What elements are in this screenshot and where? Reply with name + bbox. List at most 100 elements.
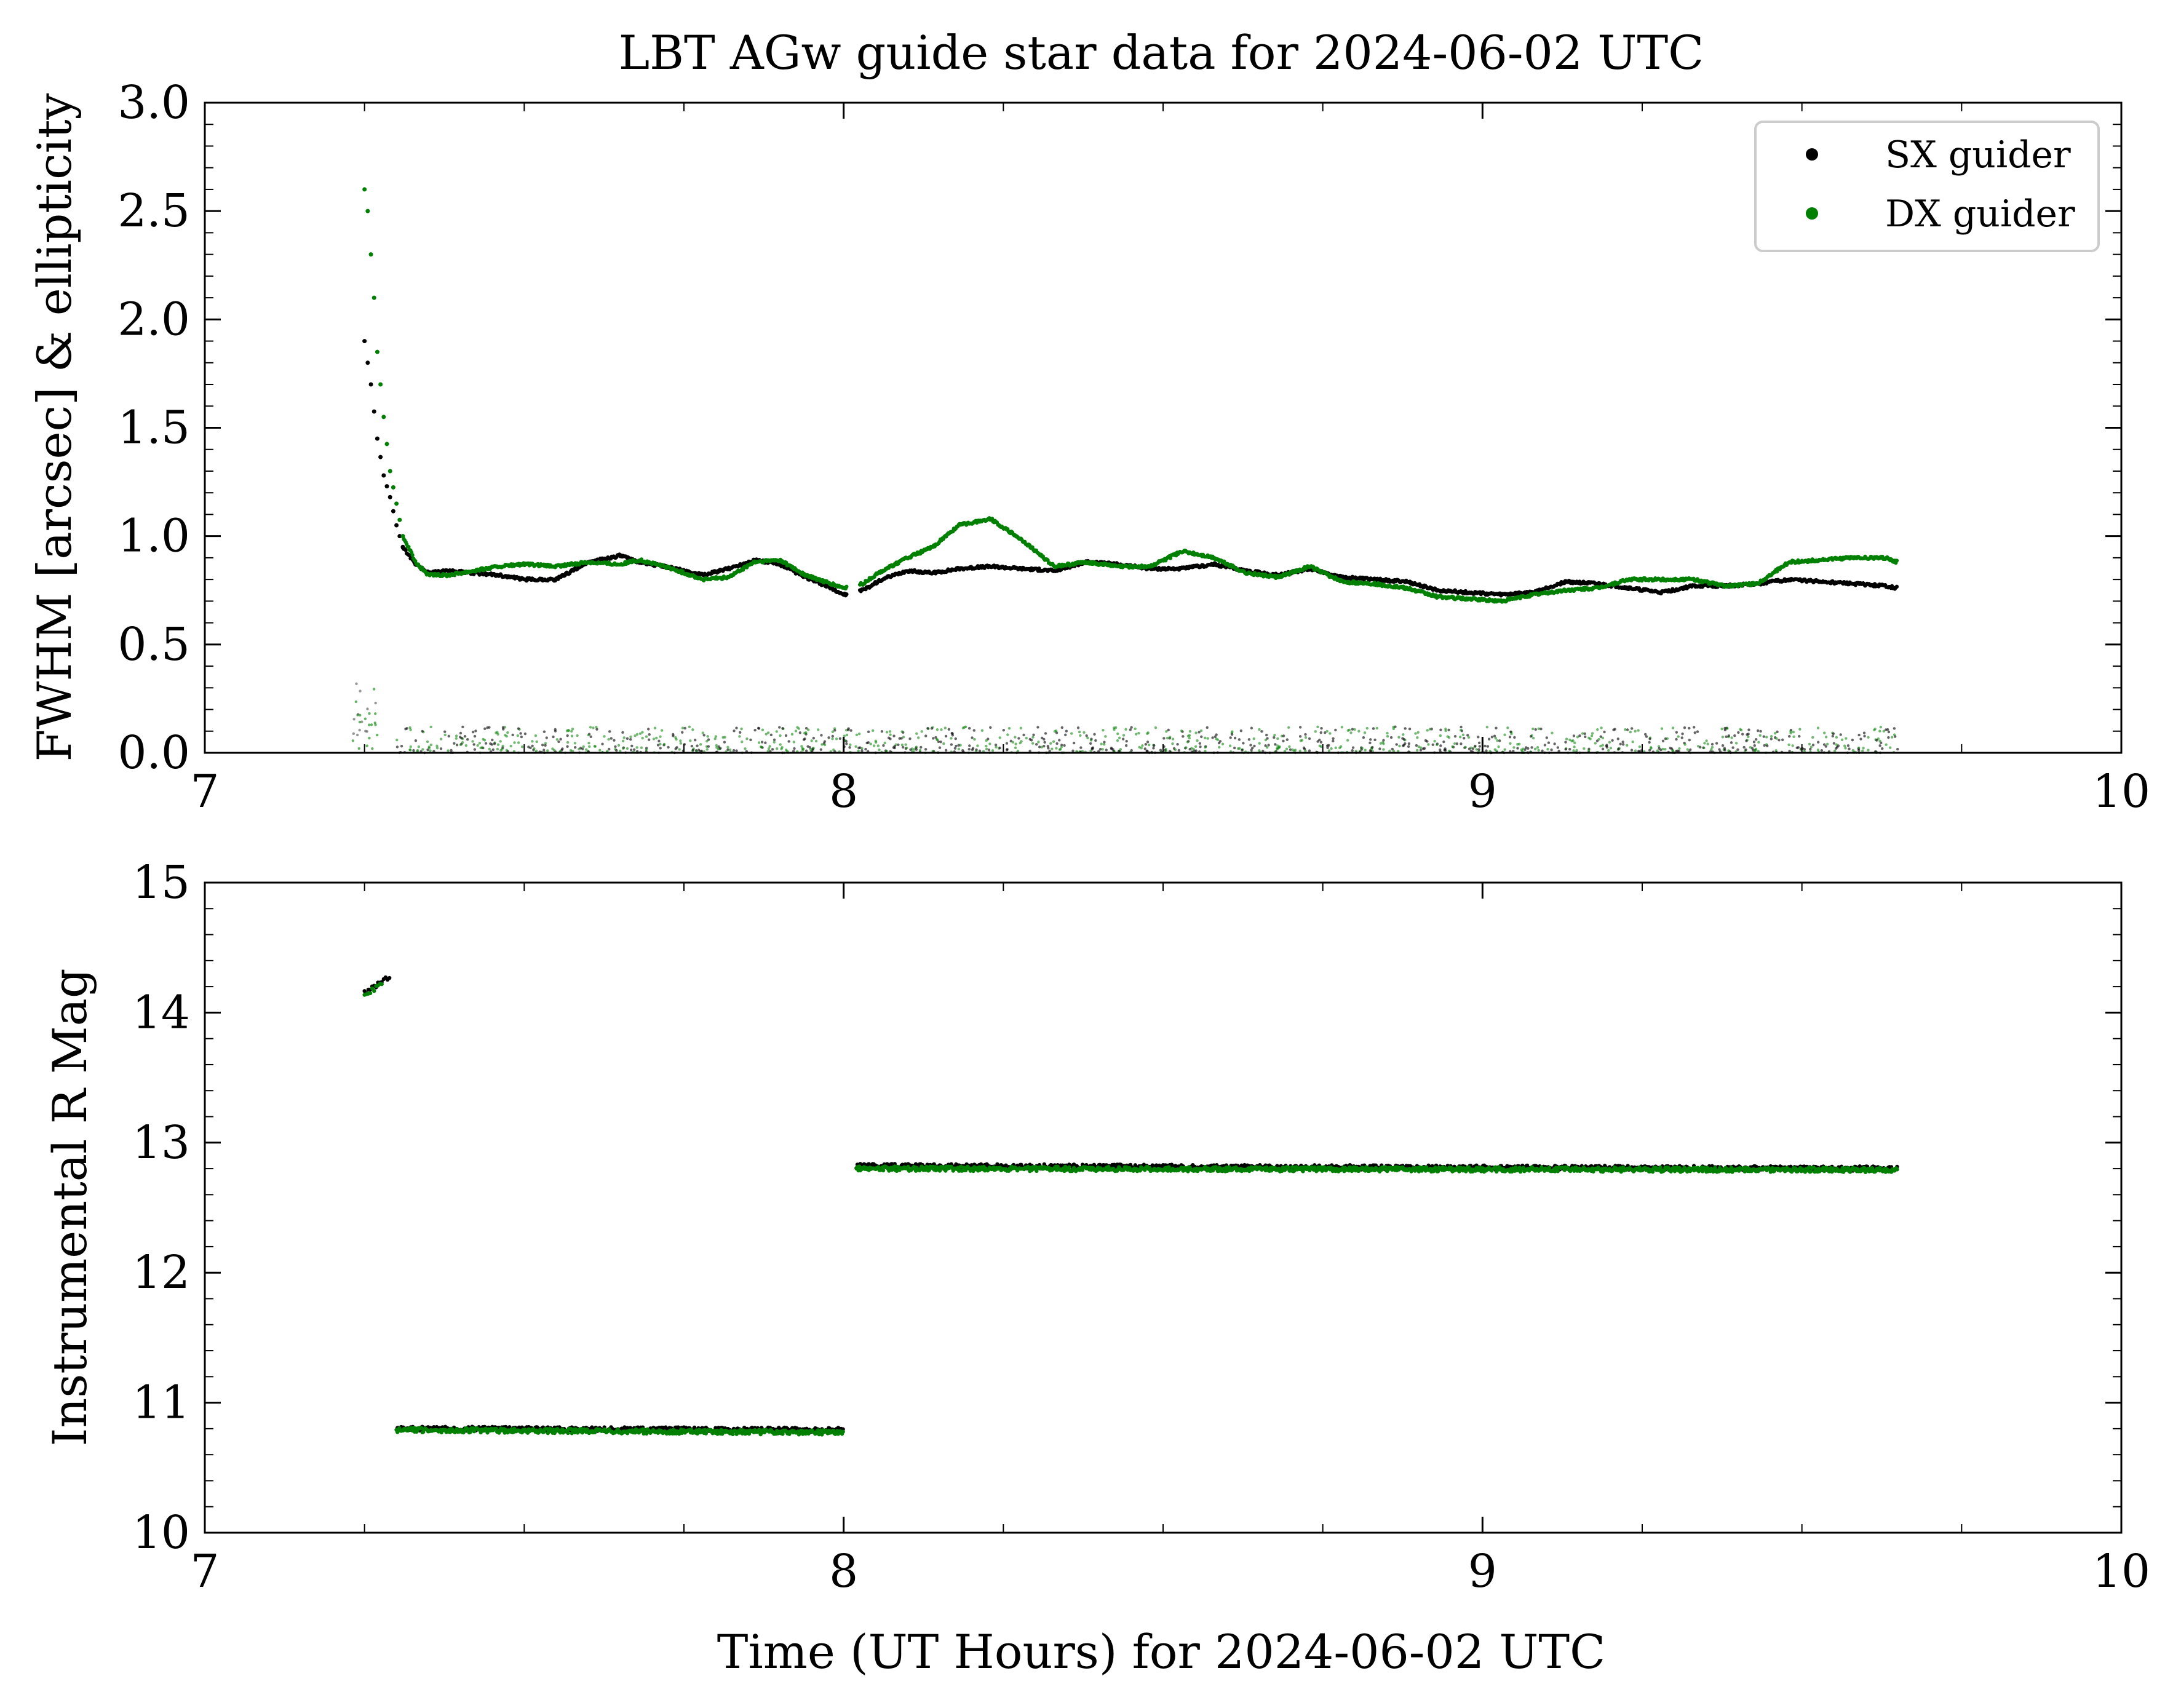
- ellipticity-point: [1727, 734, 1731, 737]
- ellipticity-point: [1152, 747, 1155, 750]
- legend: SX guider DX guider: [1754, 121, 2100, 252]
- ellipticity-point: [1166, 736, 1169, 740]
- ellipticity-point: [931, 750, 934, 753]
- ellipticity-point: [1845, 737, 1848, 740]
- ellipticity-point: [978, 749, 982, 753]
- ellipticity-point: [989, 726, 992, 729]
- ellipticity-point: [1770, 737, 1773, 741]
- ellipticity-point: [1778, 739, 1781, 742]
- ellipticity-point: [1887, 736, 1890, 739]
- ellipticity-point: [807, 728, 810, 731]
- ellipticity-point: [707, 745, 710, 748]
- ellipticity-point: [792, 749, 795, 753]
- ellipticity-point: [771, 748, 774, 751]
- ellipticity-point: [1681, 732, 1684, 736]
- ellipticity-point: [374, 701, 377, 705]
- ellipticity-point: [657, 739, 661, 743]
- ellipticity-point: [806, 745, 809, 748]
- ellipticity-point: [1843, 744, 1846, 747]
- ellipticity-point: [1249, 744, 1252, 747]
- ellipticity-point: [1756, 729, 1760, 733]
- ellipticity-point: [460, 736, 463, 740]
- ellipticity-point: [672, 734, 675, 737]
- ellipticity-point: [1091, 746, 1095, 749]
- ellipticity-point: [1840, 738, 1844, 741]
- ellipticity-point: [887, 736, 891, 739]
- ellipticity-point: [878, 748, 881, 752]
- ellipticity-point: [1079, 746, 1083, 749]
- ellipticity-point: [1493, 748, 1496, 751]
- ellipticity-point: [1477, 748, 1480, 751]
- ellipticity-point: [1534, 728, 1537, 731]
- ellipticity-point: [652, 737, 656, 741]
- ellipticity-point: [534, 734, 538, 737]
- ellipticity-point: [1395, 743, 1398, 746]
- fwhm-x-tick-label: 8: [829, 765, 858, 818]
- ellipticity-point: [1198, 731, 1201, 734]
- ellipticity-point: [395, 745, 399, 749]
- ellipticity-point: [1705, 739, 1708, 742]
- ellipticity-point: [1130, 726, 1133, 729]
- ellipticity-point: [566, 745, 569, 748]
- ellipticity-point: [1135, 733, 1138, 736]
- ellipticity-point: [1174, 748, 1177, 752]
- ellipticity-point: [1460, 742, 1463, 745]
- ellipticity-point: [1683, 743, 1686, 746]
- ellipticity-point: [909, 748, 912, 752]
- ellipticity-point: [1601, 744, 1605, 747]
- ellipticity-point: [757, 741, 761, 744]
- ellipticity-point: [447, 734, 450, 738]
- ellipticity-point: [1325, 729, 1329, 733]
- ellipticity-point: [1609, 747, 1613, 750]
- fwhm-point-dx: [394, 501, 399, 506]
- ellipticity-point: [1490, 736, 1494, 739]
- ellipticity-point: [797, 727, 800, 730]
- ellipticity-point: [1715, 742, 1718, 745]
- ellipticity-point: [1484, 744, 1487, 748]
- ellipticity-point: [1811, 736, 1814, 739]
- legend-label-sx: SX guider: [1885, 133, 2071, 177]
- ellipticity-point: [849, 729, 852, 732]
- ellipticity-point: [1379, 742, 1383, 745]
- ellipticity-point: [749, 738, 752, 742]
- ellipticity-point: [1478, 745, 1482, 748]
- ellipticity-point: [753, 728, 757, 732]
- ellipticity-point: [760, 745, 763, 749]
- ellipticity-point: [1634, 749, 1637, 752]
- ellipticity-point: [1228, 744, 1232, 747]
- ellipticity-point: [1346, 729, 1350, 732]
- fwhm-point-sx: [1894, 584, 1899, 589]
- ellipticity-point: [1047, 747, 1050, 750]
- ellipticity-point: [833, 729, 836, 732]
- ellipticity-point: [1648, 741, 1651, 744]
- fwhm-point-sx: [387, 495, 392, 499]
- ellipticity-point: [1733, 734, 1736, 737]
- ellipticity-point: [366, 707, 369, 710]
- ellipticity-point: [1893, 727, 1896, 730]
- ellipticity-point: [872, 729, 875, 733]
- ellipticity-point: [1146, 741, 1150, 744]
- ellipticity-point: [832, 748, 835, 752]
- ellipticity-point: [1656, 749, 1659, 752]
- ellipticity-point: [1200, 735, 1203, 739]
- ellipticity-point: [1417, 745, 1421, 749]
- ellipticity-point: [1485, 749, 1488, 752]
- ellipticity-point: [902, 736, 905, 739]
- ellipticity-point: [1553, 742, 1556, 745]
- ellipticity-point: [1005, 742, 1009, 745]
- ellipticity-point: [352, 718, 356, 721]
- ellipticity-point: [1688, 739, 1691, 742]
- ellipticity-point: [471, 740, 474, 743]
- ellipticity-point: [988, 742, 991, 745]
- fwhm-point-dx: [365, 209, 370, 213]
- ellipticity-point: [1862, 731, 1866, 734]
- ellipticity-point: [855, 733, 859, 737]
- ellipticity-point: [766, 731, 770, 734]
- ellipticity-point: [1657, 745, 1661, 748]
- ellipticity-point: [705, 739, 709, 743]
- ellipticity-point: [1265, 733, 1268, 737]
- ellipticity-point: [588, 745, 591, 749]
- ellipticity-point: [541, 744, 544, 747]
- ellipticity-point: [1339, 745, 1343, 748]
